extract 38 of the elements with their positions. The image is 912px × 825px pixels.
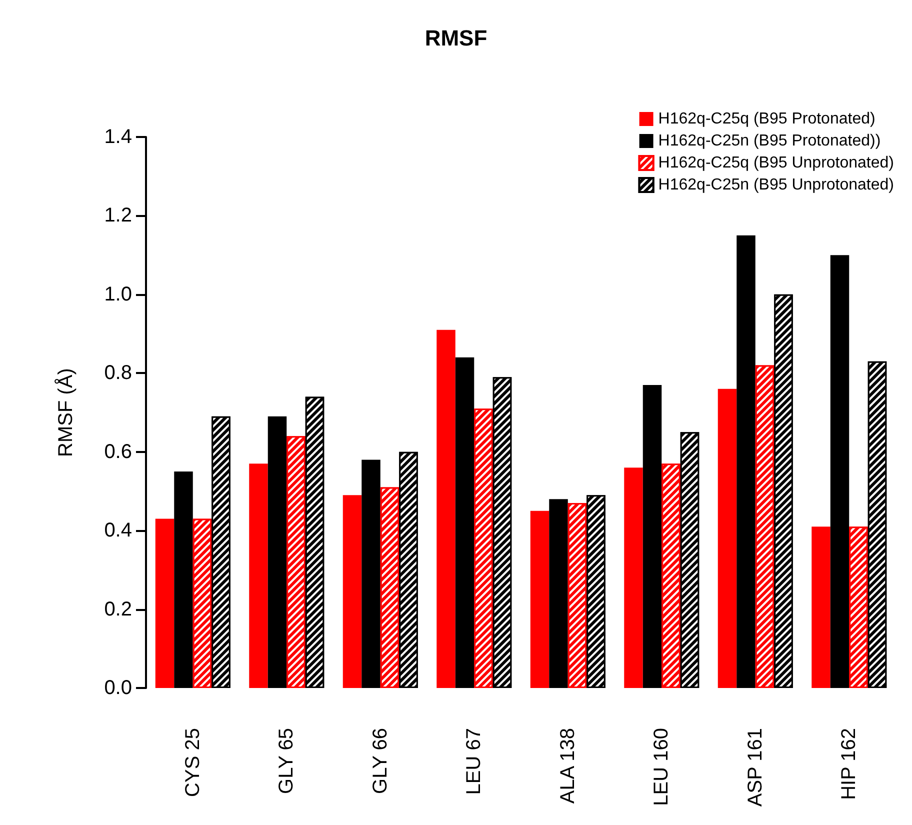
bar [249,464,268,688]
bar [455,357,474,688]
x-tick-label: LEU 67 [463,728,486,795]
bar [174,472,193,688]
legend-label: H162q-C25q (B95 Protonated) [658,110,876,128]
y-tick-label: 0.4 [104,520,132,542]
bar [642,384,662,688]
y-tick-label: 1.0 [104,283,132,306]
legend-label: H162q-C25n (B95 Unprotonated) [658,176,894,194]
y-tick-label: 0.0 [104,677,132,699]
x-tick-label: ASP 161 [744,728,766,807]
bar [436,330,456,688]
bar [549,499,568,688]
x-tick-label: CYS 25 [182,728,204,797]
bar [812,526,830,688]
y-axis-title: RMSF (Å) [54,368,77,457]
bar [155,518,174,688]
bar [736,235,756,688]
bar [830,255,850,688]
chart-title: RMSF [424,26,488,50]
y-tick-label: 0.8 [104,362,132,384]
x-tick-label: GLY 66 [369,728,392,794]
x-tick-label: LEU 160 [650,728,673,806]
bar [362,460,380,688]
x-tick-label: HIP 162 [838,728,860,800]
legend-label: H162q-C25q (B95 Unprotonated) [658,154,894,172]
y-tick-label: 0.2 [104,598,132,620]
bar [342,495,362,688]
bar [718,388,737,688]
bar [268,416,287,688]
x-tick-label: ALA 138 [556,728,579,804]
y-tick-label: 1.2 [104,204,132,227]
x-tick-label: GLY 65 [276,728,298,794]
bar [530,510,550,688]
y-tick-label: 1.4 [104,126,132,148]
bar [624,468,643,688]
legend-label: H162q-C25n (B95 Protonated)) [658,132,881,150]
y-tick-label: 0.6 [104,440,132,463]
